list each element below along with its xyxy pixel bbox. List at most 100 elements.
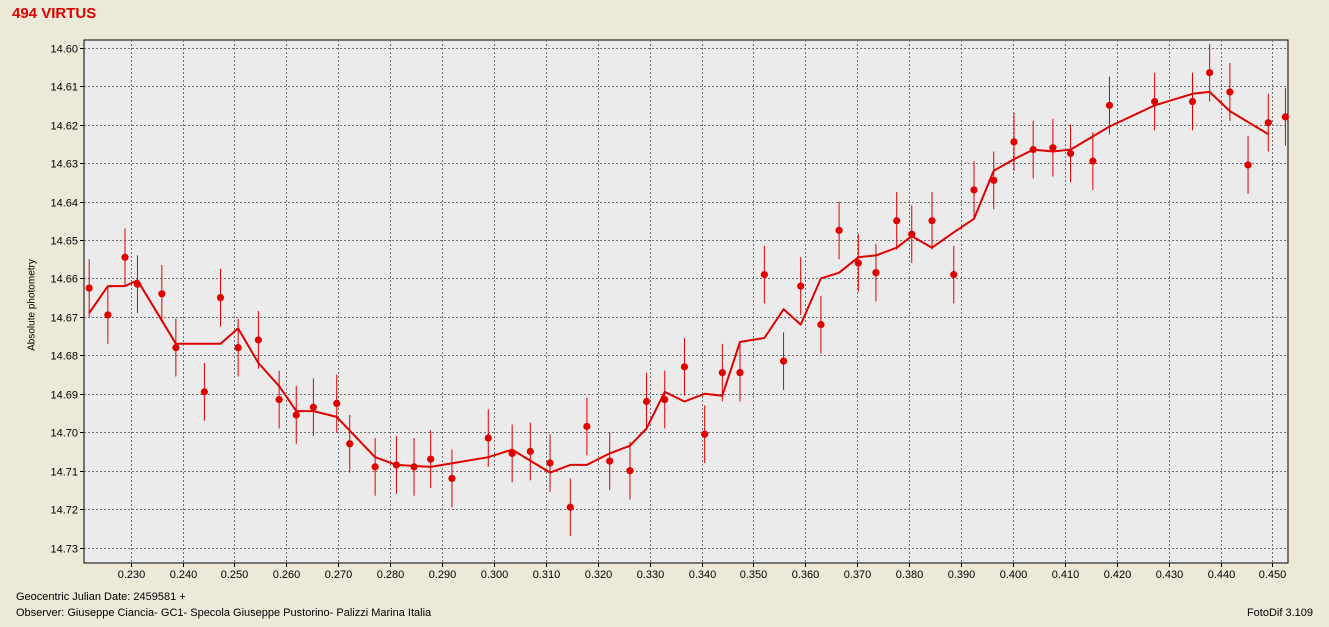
plot-area [83,39,1289,564]
data-point [893,217,901,225]
data-point [950,270,958,279]
observer-label: Observer: Giuseppe Ciancia- GC1- Specola… [16,607,432,619]
data-point [484,434,492,442]
data-point [990,176,998,184]
data-point [216,294,225,302]
x-tick-label: 0.410 [1052,569,1080,581]
data-point [427,455,435,463]
data-point [680,363,689,371]
data-point [736,369,744,377]
x-tick-label: 0.300 [481,569,509,581]
y-tick-label: 14.62 [50,121,78,133]
data-point [928,217,936,225]
data-point [642,397,651,406]
data-point [835,226,843,234]
data-point [172,344,180,352]
y-tick-label: 14.60 [50,44,78,56]
data-point [104,311,112,319]
data-point [760,270,768,279]
data-point [526,447,534,456]
data-point [508,449,516,458]
data-point [85,284,93,292]
x-tick-label: 0.290 [429,569,457,581]
y-tick-label: 14.63 [50,159,78,171]
data-point [546,459,554,467]
y-tick-label: 14.71 [50,467,78,479]
y-tick-label: 14.70 [50,428,78,440]
data-point [1226,88,1234,96]
data-point [1264,119,1272,127]
data-point [1049,144,1057,152]
data-point [566,503,574,511]
y-tick-label: 14.69 [50,390,78,402]
x-tick-label: 0.380 [896,569,924,581]
x-tick-label: 0.260 [273,569,301,581]
data-point [275,395,283,404]
data-point [661,395,669,404]
data-point [1244,161,1252,169]
data-point [1105,101,1114,109]
y-tick-label: 14.64 [50,198,78,210]
fit-line [88,90,1269,474]
data-point [908,230,916,238]
data-point [292,411,300,419]
x-tick-label: 0.320 [585,569,613,581]
x-tick-label: 0.450 [1259,569,1287,581]
data-point [158,290,166,298]
data-point [346,440,354,448]
y-tick-label: 14.72 [50,505,78,517]
data-point [1010,138,1018,146]
data-point [797,282,805,290]
data-point [234,344,242,352]
data-point [200,388,208,396]
x-tick-label: 0.280 [377,569,405,581]
data-point [854,259,862,267]
x-tick-label: 0.250 [221,569,249,581]
x-tick-label: 0.370 [844,569,872,581]
data-point [718,369,726,377]
x-tick-label: 0.440 [1208,569,1236,581]
data-point [1188,97,1197,106]
x-tick-label: 0.310 [533,569,561,581]
data-point [606,457,614,465]
x-axis-label: Geocentric Julian Date: 2459581 + [16,591,186,603]
x-tick-label: 0.330 [637,569,665,581]
data-point [701,430,709,438]
x-tick-label: 0.230 [118,569,146,581]
data-point [133,280,142,288]
data-point [1029,145,1037,154]
data-point [392,461,401,469]
data-point [1281,113,1290,121]
data-point [779,357,788,365]
data-point [1151,97,1159,106]
data-point [371,463,379,471]
data-point [1206,69,1214,77]
y-tick-label: 14.65 [50,236,78,248]
x-tick-label: 0.390 [948,569,976,581]
y-tick-label: 14.61 [50,82,78,94]
data-point [872,269,880,277]
data-point [1066,149,1075,158]
data-point [410,463,418,471]
data-point [448,474,456,482]
x-tick-label: 0.420 [1104,569,1132,581]
y-tick-label: 14.68 [50,351,78,363]
data-point [970,186,978,194]
chart-title: 494 VIRTUS [12,5,97,22]
data-point [254,336,262,344]
data-point [309,403,317,411]
y-axis-label: Absolute photometry [26,259,38,351]
x-tick-label: 0.240 [170,569,198,581]
x-tick-label: 0.350 [740,569,768,581]
x-tick-label: 0.270 [325,569,353,581]
data-point [333,399,341,408]
data-point [817,320,825,329]
x-tick-label: 0.340 [689,569,717,581]
data-point [583,422,591,431]
data-point [626,467,634,475]
x-tick-label: 0.430 [1156,569,1184,581]
software-version-label: FotoDif 3.109 [1246,607,1313,619]
y-tick-label: 14.73 [50,544,78,556]
x-tick-label: 0.360 [792,569,820,581]
